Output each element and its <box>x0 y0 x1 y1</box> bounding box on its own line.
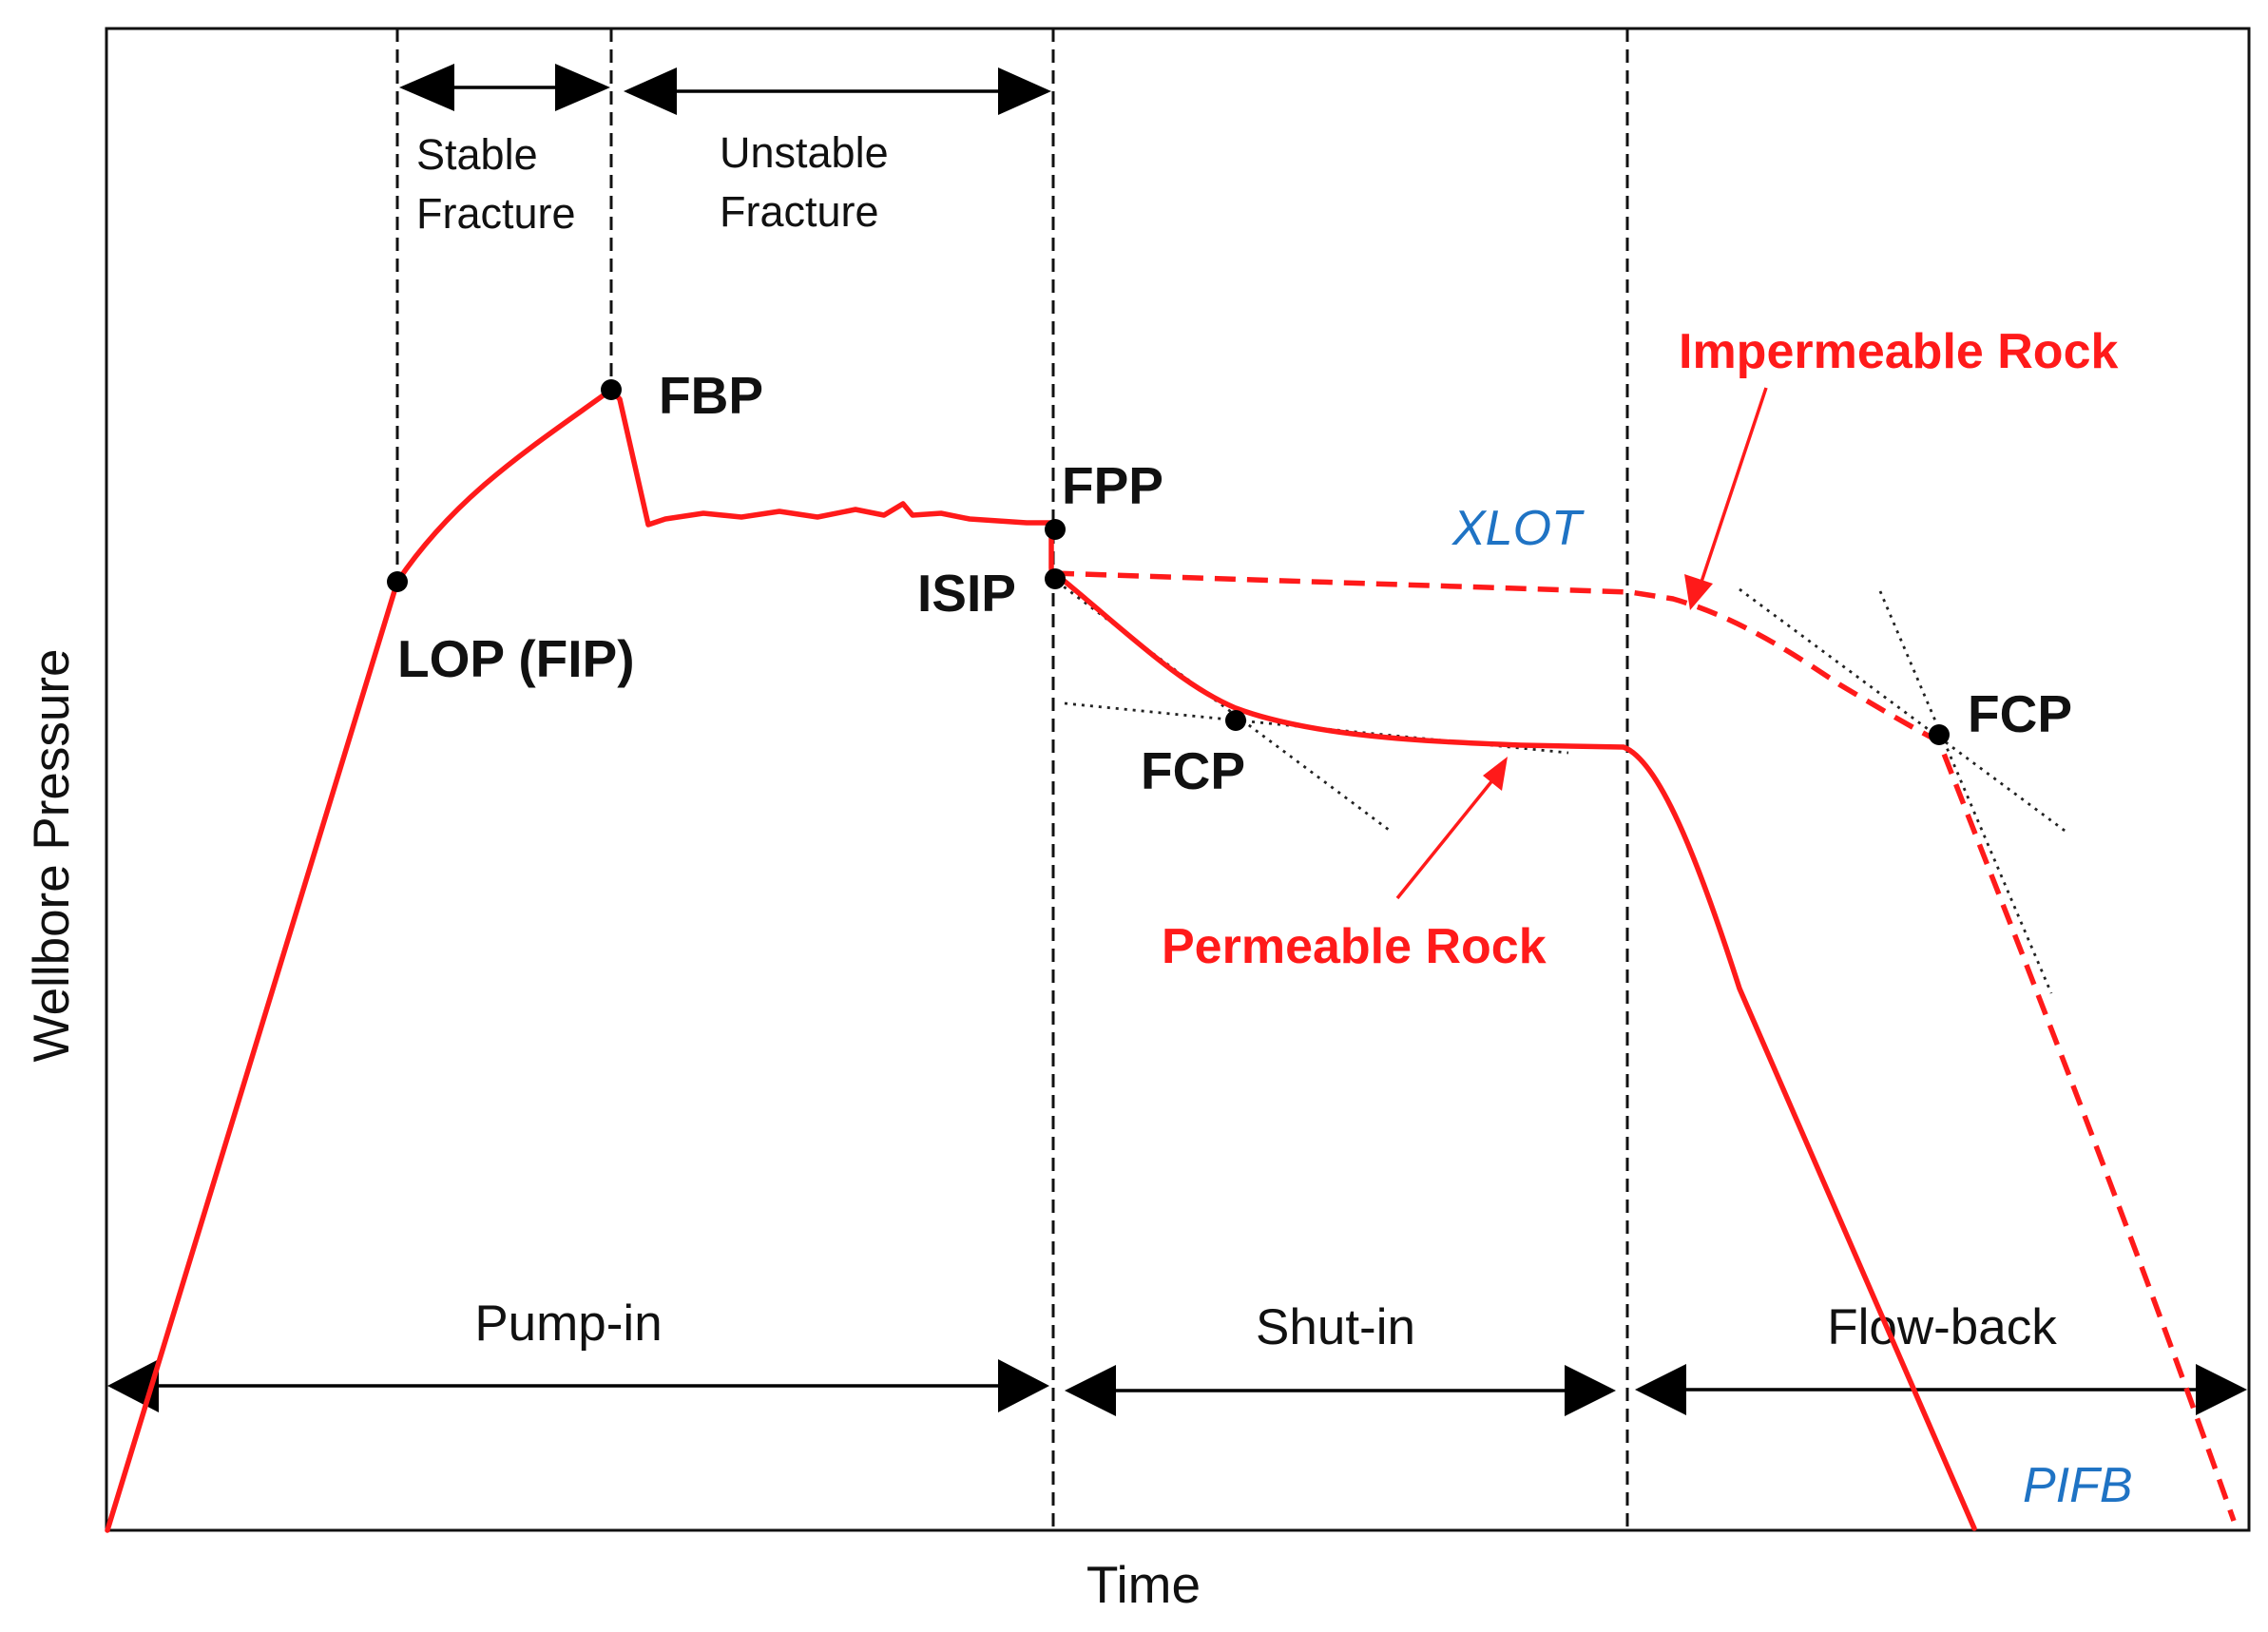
plot-frame <box>105 27 2251 1532</box>
flow-back-arrow-right-head <box>2196 1364 2247 1415</box>
fbp-label: FBP <box>659 366 763 425</box>
xlot-label: XLOT <box>1451 501 1585 556</box>
impermeable-pointer-head <box>1684 574 1713 610</box>
fcp-impermeable-point <box>1929 724 1950 745</box>
permeable-rock-label: Permeable Rock <box>1162 919 1547 974</box>
pressure-curve-pump-in <box>105 387 1054 1533</box>
fbp-point <box>601 379 622 400</box>
pump-in-arrow-right-head <box>998 1359 1049 1412</box>
lop-label: LOP (FIP) <box>397 629 635 688</box>
unstable-fracture-label-line2: Fracture <box>720 187 879 236</box>
permeable-pointer-line <box>1395 773 1499 900</box>
fcp-impermeable-label: FCP <box>1968 684 2072 743</box>
isip-point <box>1045 568 1066 589</box>
unstable-arrow-left-head <box>624 67 677 115</box>
x-axis-label: Time <box>1086 1555 1201 1614</box>
pressure-curve-permeable <box>1048 567 1977 1531</box>
pump-in-label: Pump-in <box>474 1296 662 1352</box>
pifb-label: PIFB <box>2023 1458 2133 1513</box>
permeable-pointer-head <box>1483 757 1508 791</box>
tangent-impermeable-late <box>1878 590 2053 994</box>
stable-arrow-right-head <box>555 64 610 111</box>
stable-fracture-label-line1: Stable <box>416 130 538 179</box>
shut-in-arrow-right-head <box>1565 1365 1616 1416</box>
y-axis-label: Wellbore Pressure <box>24 649 80 1063</box>
fcp-permeable-point <box>1225 710 1246 731</box>
fcp-permeable-label: FCP <box>1141 741 1245 800</box>
stable-arrow-left-head <box>399 64 454 111</box>
shut-in-arrow-left-head <box>1065 1365 1116 1416</box>
impermeable-pointer-line <box>1700 387 1768 583</box>
unstable-arrow-right-head <box>998 67 1051 115</box>
fpp-point <box>1045 519 1066 540</box>
unstable-fracture-label-line1: Unstable <box>720 128 889 177</box>
lop-point <box>387 571 408 592</box>
flow-back-arrow-left-head <box>1635 1364 1686 1415</box>
impermeable-rock-label: Impermeable Rock <box>1679 324 2118 379</box>
stable-fracture-label-line2: Fracture <box>416 189 576 238</box>
flow-back-label: Flow-back <box>1827 1299 2057 1355</box>
shut-in-label: Shut-in <box>1256 1299 1415 1355</box>
isip-label: ISIP <box>917 564 1016 623</box>
fpp-label: FPP <box>1062 456 1163 515</box>
